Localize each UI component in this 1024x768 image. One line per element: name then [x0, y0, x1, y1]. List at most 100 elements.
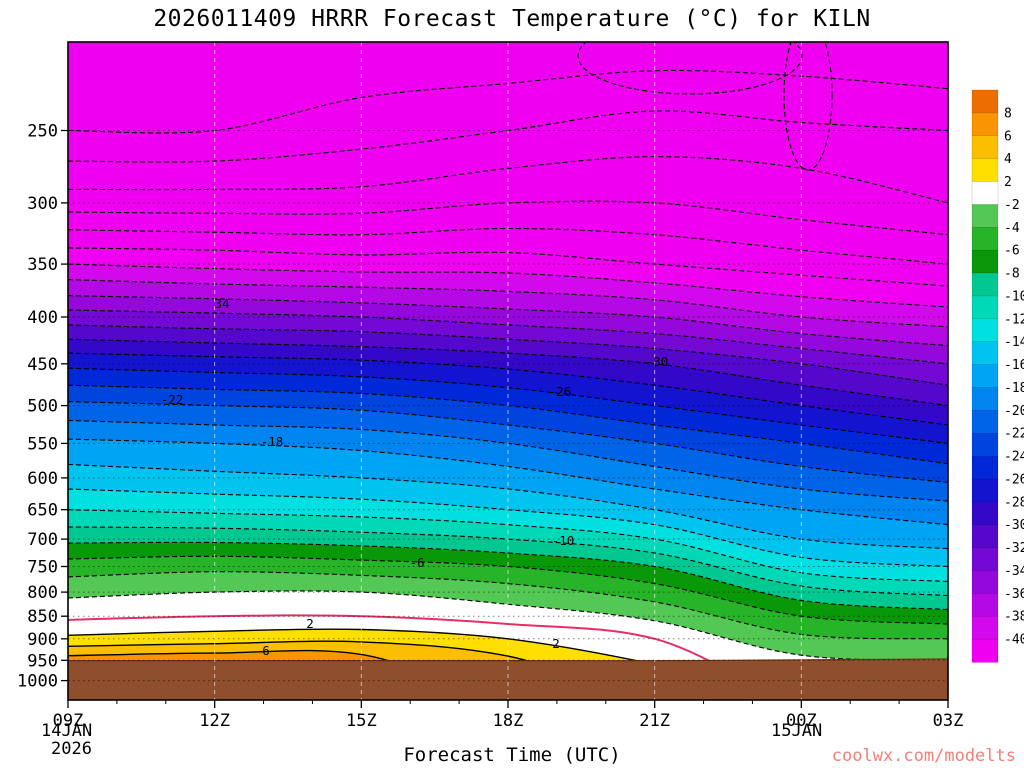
y-tick-label: 800 [27, 583, 58, 603]
colorbar-label: -20 [1004, 404, 1024, 419]
contour-label: -22 [161, 392, 184, 407]
x-tick-label: 15Z [346, 711, 377, 731]
colorbar-segment [971, 593, 999, 617]
y-tick-label: 400 [27, 308, 58, 328]
contour-label: -26 [549, 384, 572, 399]
colorbar-segment [971, 501, 999, 526]
y-tick-label: 1000 [17, 672, 58, 692]
colorbar-label: -10 [1004, 289, 1024, 304]
colorbar-segment [971, 341, 999, 366]
colorbar-segment [971, 249, 999, 274]
colorbar-segment [971, 181, 999, 206]
colorbar-label: -22 [1004, 427, 1024, 442]
y-tick-label: 650 [27, 501, 58, 521]
watermark: coolwx.com/modelts [831, 746, 1016, 766]
colorbar-label: -16 [1004, 358, 1024, 373]
colorbar-segment [971, 318, 999, 343]
x-axis-next-date: 15JAN [771, 721, 823, 741]
colorbar-segment [971, 455, 999, 480]
colorbar-segment [971, 227, 999, 251]
contour-label: 2 [306, 616, 314, 631]
colorbar-label: 4 [1004, 152, 1012, 167]
y-tick-label: 600 [27, 469, 58, 489]
colorbar-segment [971, 410, 999, 434]
contour-label: -30 [646, 354, 669, 369]
colorbar-label: -40 [1004, 633, 1024, 648]
colorbar-label: -28 [1004, 495, 1024, 510]
y-tick-label: 750 [27, 558, 58, 578]
colorbar-segment [971, 638, 999, 663]
colorbar-label: -36 [1004, 587, 1024, 602]
contour-label: 6 [262, 643, 270, 658]
colorbar-segment [971, 432, 999, 457]
colorbar-segment [971, 478, 999, 503]
contour-label: -6 [409, 555, 424, 570]
colorbar-segment [971, 272, 999, 297]
colorbar-label: -24 [1004, 450, 1024, 465]
colorbar-label: -26 [1004, 473, 1024, 488]
colorbar-label: -4 [1004, 221, 1020, 236]
x-axis-start-date: 14JAN [41, 721, 93, 741]
x-tick-label: 18Z [493, 711, 524, 731]
x-axis-start-year: 2026 [51, 739, 92, 759]
x-axis: 09Z 12Z 15Z 18Z 21Z 00Z 03Z [53, 700, 964, 731]
x-tick-label: 03Z [933, 711, 964, 731]
terrain-fill [68, 659, 948, 700]
y-tick-label: 950 [27, 651, 58, 671]
y-axis: 250 300 350 400 450 500 550 600 650 700 750 800 850 9… [17, 122, 68, 692]
x-tick-label: 12Z [199, 711, 230, 731]
closed-isotherm [783, 42, 833, 171]
colorbar-label: -34 [1004, 564, 1024, 579]
plot-area [68, 42, 948, 700]
y-tick-label: 700 [27, 530, 58, 550]
isotherm-line-0 [68, 614, 948, 700]
colorbar-label: 6 [1004, 129, 1012, 144]
colorbar-label: -2 [1004, 198, 1020, 213]
x-axis-title: Forecast Time (UTC) [403, 744, 621, 766]
colorbar-segment [971, 570, 999, 595]
chart-title: 2026011409 HRRR Forecast Temperature (°C… [153, 6, 871, 32]
y-tick-label: 450 [27, 355, 58, 375]
colorbar-segment [971, 295, 999, 320]
colorbar: 8 6 4 2 -2 -4 -6 -8 -10 -12 -14 -16 -18 -20 -22 -24 -26 -… [971, 89, 1024, 663]
colorbar-label: -8 [1004, 267, 1020, 282]
y-tick-label: 900 [27, 630, 58, 650]
gridlines [68, 42, 948, 700]
colorbar-label: -12 [1004, 312, 1024, 327]
colorbar-label: -30 [1004, 518, 1024, 533]
colorbar-segment [971, 112, 999, 137]
colorbar-segment [971, 89, 999, 114]
isotherm-line--30 [68, 338, 948, 407]
x-tick-label: 21Z [639, 711, 670, 731]
y-tick-label: 550 [27, 434, 58, 454]
contour-label: -10 [552, 533, 575, 548]
y-tick-label: 500 [27, 397, 58, 417]
y-tick-label: 250 [27, 122, 58, 142]
y-tick-label: 300 [27, 194, 58, 214]
colorbar-segment [971, 364, 999, 389]
colorbar-segment [971, 547, 999, 572]
closed-isotherm [577, 42, 803, 95]
colorbar-label: -18 [1004, 381, 1024, 396]
colorbar-label: -38 [1004, 610, 1024, 625]
x-tick-label: 00Z [786, 711, 817, 731]
x-tick-label: 09Z [53, 711, 84, 731]
colorbar-label: -6 [1004, 244, 1020, 259]
contour-label: -18 [261, 434, 284, 449]
y-tick-label: 350 [27, 255, 58, 275]
colorbar-segment [971, 524, 999, 549]
colorbar-segment [971, 204, 999, 228]
colorbar-label: 2 [1004, 175, 1012, 190]
colorbar-label: -32 [1004, 541, 1024, 556]
colorbar-segment [971, 615, 999, 640]
isotherm-line--8 [68, 541, 948, 611]
colorbar-segment [971, 135, 999, 160]
colorbar-segment [971, 387, 999, 411]
colorbar-label: 8 [1004, 106, 1012, 121]
y-tick-label: 850 [27, 607, 58, 627]
colorbar-label: -14 [1004, 335, 1024, 350]
contour-label: 2 [552, 636, 560, 651]
colorbar-segment [971, 158, 999, 183]
